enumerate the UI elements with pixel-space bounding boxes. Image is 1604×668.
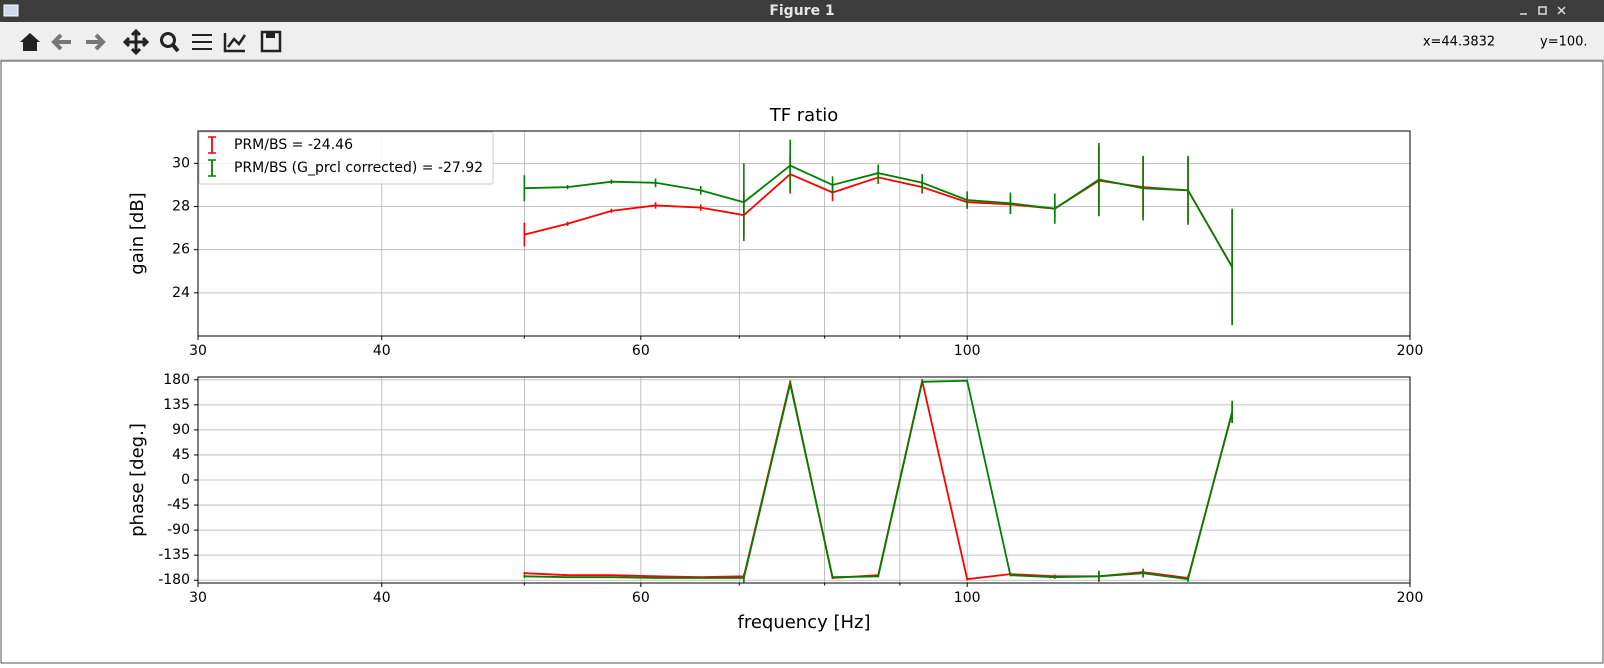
back-button[interactable] bbox=[51, 33, 71, 51]
y-tick-label: -135 bbox=[158, 547, 190, 563]
home-button[interactable] bbox=[20, 33, 40, 51]
chart-title: TF ratio bbox=[769, 105, 839, 126]
window-icon bbox=[3, 4, 19, 17]
y-tick-label: -180 bbox=[158, 572, 190, 588]
y-tick-label: 26 bbox=[172, 242, 190, 258]
x-tick-label: 40 bbox=[373, 343, 391, 359]
y-tick-label: 180 bbox=[163, 372, 190, 388]
y-tick-label: -90 bbox=[167, 522, 190, 538]
x-tick-label: 200 bbox=[1397, 590, 1424, 606]
axes-frame bbox=[197, 376, 1411, 584]
forward-button[interactable] bbox=[86, 33, 106, 51]
status-y: y=100. bbox=[1540, 35, 1588, 50]
y-tick-label: 0 bbox=[181, 472, 190, 488]
x-tick-label: 40 bbox=[373, 590, 391, 606]
title-bar bbox=[0, 0, 1604, 22]
x-tick-label: 200 bbox=[1397, 343, 1424, 359]
toolbar-buttons[interactable] bbox=[20, 28, 282, 56]
legend-label: PRM/BS (G_prcl corrected) = -27.92 bbox=[234, 160, 483, 176]
toolbar bbox=[0, 22, 1604, 60]
y-tick-label: 90 bbox=[172, 422, 190, 438]
x-tick-label: 60 bbox=[632, 590, 650, 606]
x-tick-label: 100 bbox=[954, 590, 981, 606]
y-axis-label: phase [deg.] bbox=[127, 423, 148, 537]
x-tick-label: 30 bbox=[189, 343, 207, 359]
legend-swatch-caps bbox=[208, 136, 216, 154]
axes-frame bbox=[197, 130, 1411, 337]
figure-border bbox=[0, 60, 1604, 664]
status-x: x=44.3832 bbox=[1423, 35, 1495, 50]
y-tick-label: 135 bbox=[163, 397, 190, 413]
configure-button[interactable] bbox=[192, 34, 212, 50]
legend-swatch-caps bbox=[208, 159, 216, 177]
legend bbox=[198, 131, 494, 185]
pan-button[interactable] bbox=[122, 28, 150, 56]
edit-button[interactable] bbox=[223, 33, 247, 53]
y-tick-label: 28 bbox=[172, 199, 190, 215]
y-axis-label: gain [dB] bbox=[127, 192, 148, 274]
y-tick-label: -45 bbox=[167, 497, 190, 513]
window-controls[interactable] bbox=[1520, 6, 1566, 15]
x-tick-label: 60 bbox=[632, 343, 650, 359]
window-title: Figure 1 bbox=[769, 3, 834, 19]
x-tick-label: 30 bbox=[189, 590, 207, 606]
zoom-button[interactable] bbox=[160, 32, 176, 48]
y-tick-label: 30 bbox=[172, 155, 190, 171]
x-tick-label: 100 bbox=[954, 343, 981, 359]
x-axis-label: frequency [Hz] bbox=[737, 612, 870, 633]
y-tick-label: 24 bbox=[172, 285, 190, 301]
y-tick-label: 45 bbox=[172, 447, 190, 463]
legend-label: PRM/BS = -24.46 bbox=[234, 137, 353, 153]
